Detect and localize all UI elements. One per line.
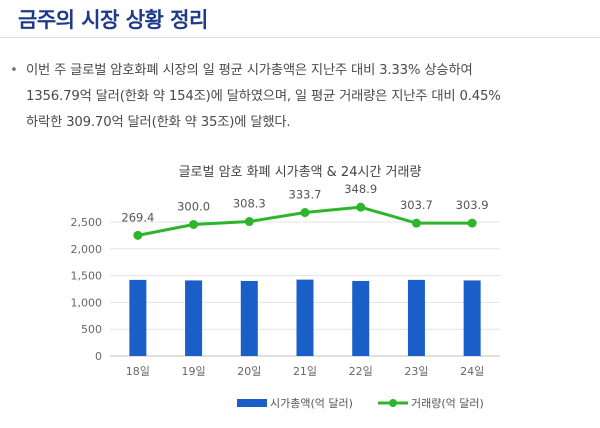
- data-label: 303.7: [400, 198, 433, 212]
- summary-line-3: 하락한 309.70억 달러(한화 약 35조)에 달했다.: [26, 115, 291, 130]
- summary-paragraph: • 이번 주 글로벌 암호화폐 시장의 일 평균 시가총액은 지난주 대비 3.3…: [10, 58, 590, 136]
- header-bar: 금주의 시장 상황 정리: [0, 0, 600, 38]
- bar[interactable]: [352, 280, 370, 356]
- data-label: 348.9: [344, 182, 377, 196]
- line-point[interactable]: [189, 220, 199, 229]
- line-point[interactable]: [467, 218, 477, 228]
- bullet-icon: •: [10, 63, 18, 78]
- summary-text-1: 이번 주 글로벌 암호화폐 시장의 일 평균 시가총액은 지난주 대비 3.33…: [26, 63, 473, 78]
- y-tick-label: 1,500: [71, 270, 103, 283]
- data-label: 303.9: [456, 198, 489, 212]
- line-point[interactable]: [300, 208, 310, 218]
- x-tick-label: 20일: [237, 364, 261, 378]
- x-tick-label: 23일: [404, 364, 428, 378]
- data-label: 308.3: [233, 197, 266, 211]
- bar[interactable]: [129, 279, 147, 356]
- summary-line-1: • 이번 주 글로벌 암호화폐 시장의 일 평균 시가총액은 지난주 대비 3.3…: [10, 58, 590, 84]
- data-label: 333.7: [289, 188, 322, 202]
- chart-title: 글로벌 암호 화폐 시가총액 & 24시간 거래량: [178, 165, 422, 180]
- legend-bar-swatch: [237, 399, 267, 407]
- y-tick-label: 2,000: [71, 243, 103, 256]
- legend-label: 거래량(억 달러): [411, 397, 484, 410]
- title-divider: [0, 37, 600, 38]
- y-tick-label: 500: [81, 323, 102, 336]
- page-title: 금주의 시장 상황 정리: [18, 8, 208, 32]
- x-tick-label: 18일: [126, 364, 150, 378]
- line-point[interactable]: [356, 202, 366, 212]
- y-tick-label: 2,500: [71, 216, 103, 229]
- bar[interactable]: [296, 279, 314, 356]
- data-label: 269.4: [121, 210, 154, 224]
- line-point[interactable]: [244, 217, 254, 227]
- bar[interactable]: [407, 279, 425, 356]
- bar[interactable]: [240, 280, 258, 356]
- bar[interactable]: [463, 280, 481, 356]
- legend-label: 시가총액(억 달러): [270, 397, 353, 410]
- x-tick-label: 22일: [349, 364, 373, 378]
- summary-line-2: 1356.79억 달러(한화 약 154조)에 달하였으며, 일 평균 거래량은…: [26, 89, 501, 104]
- legend-line-marker: [389, 399, 397, 407]
- line-point[interactable]: [133, 230, 143, 240]
- y-tick-label: 0: [95, 350, 102, 363]
- y-tick-label: 1,000: [71, 296, 103, 309]
- line-point[interactable]: [411, 218, 421, 228]
- x-tick-label: 24일: [460, 364, 484, 378]
- x-tick-label: 21일: [293, 364, 317, 378]
- data-label: 300.0: [177, 200, 210, 214]
- bar[interactable]: [185, 280, 203, 356]
- x-tick-label: 19일: [182, 364, 206, 378]
